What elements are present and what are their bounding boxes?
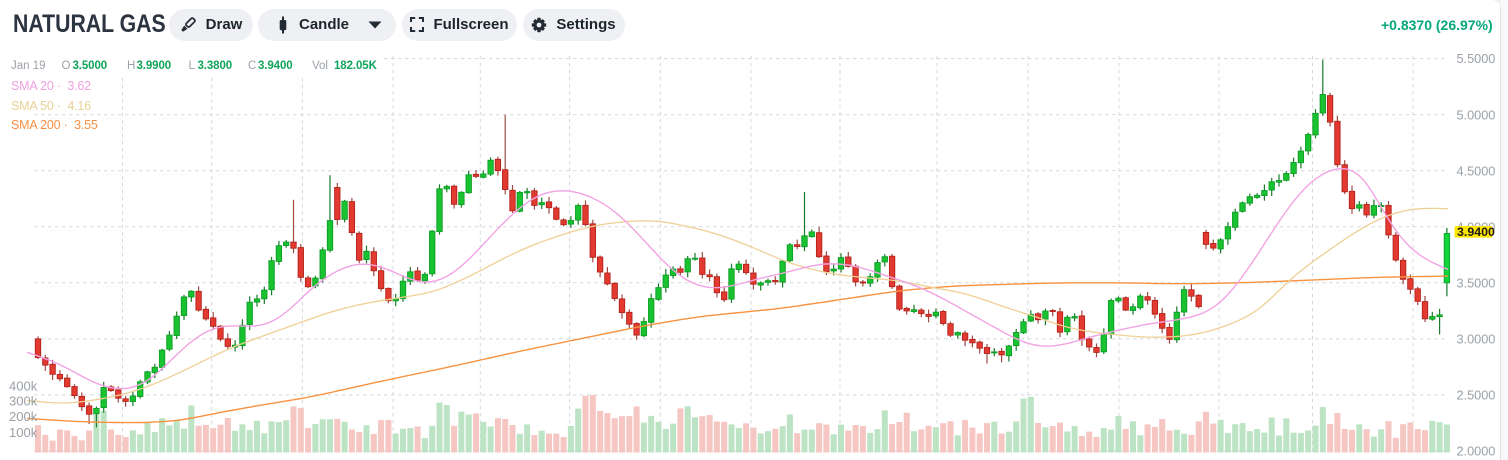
svg-text:100k: 100k <box>9 425 38 440</box>
svg-text:2.0000: 2.0000 <box>1457 445 1496 459</box>
svg-text:400k: 400k <box>9 378 38 393</box>
svg-text:3.9400: 3.9400 <box>1457 225 1495 239</box>
svg-text:3.0000: 3.0000 <box>1457 333 1496 347</box>
svg-text:3.5000: 3.5000 <box>1457 276 1496 290</box>
svg-text:200k: 200k <box>9 409 38 424</box>
svg-text:2.5000: 2.5000 <box>1457 389 1496 403</box>
svg-text:300k: 300k <box>9 394 38 409</box>
svg-text:4.5000: 4.5000 <box>1457 164 1496 178</box>
svg-text:5.0000: 5.0000 <box>1457 108 1496 122</box>
svg-text:5.5000: 5.5000 <box>1457 52 1496 66</box>
